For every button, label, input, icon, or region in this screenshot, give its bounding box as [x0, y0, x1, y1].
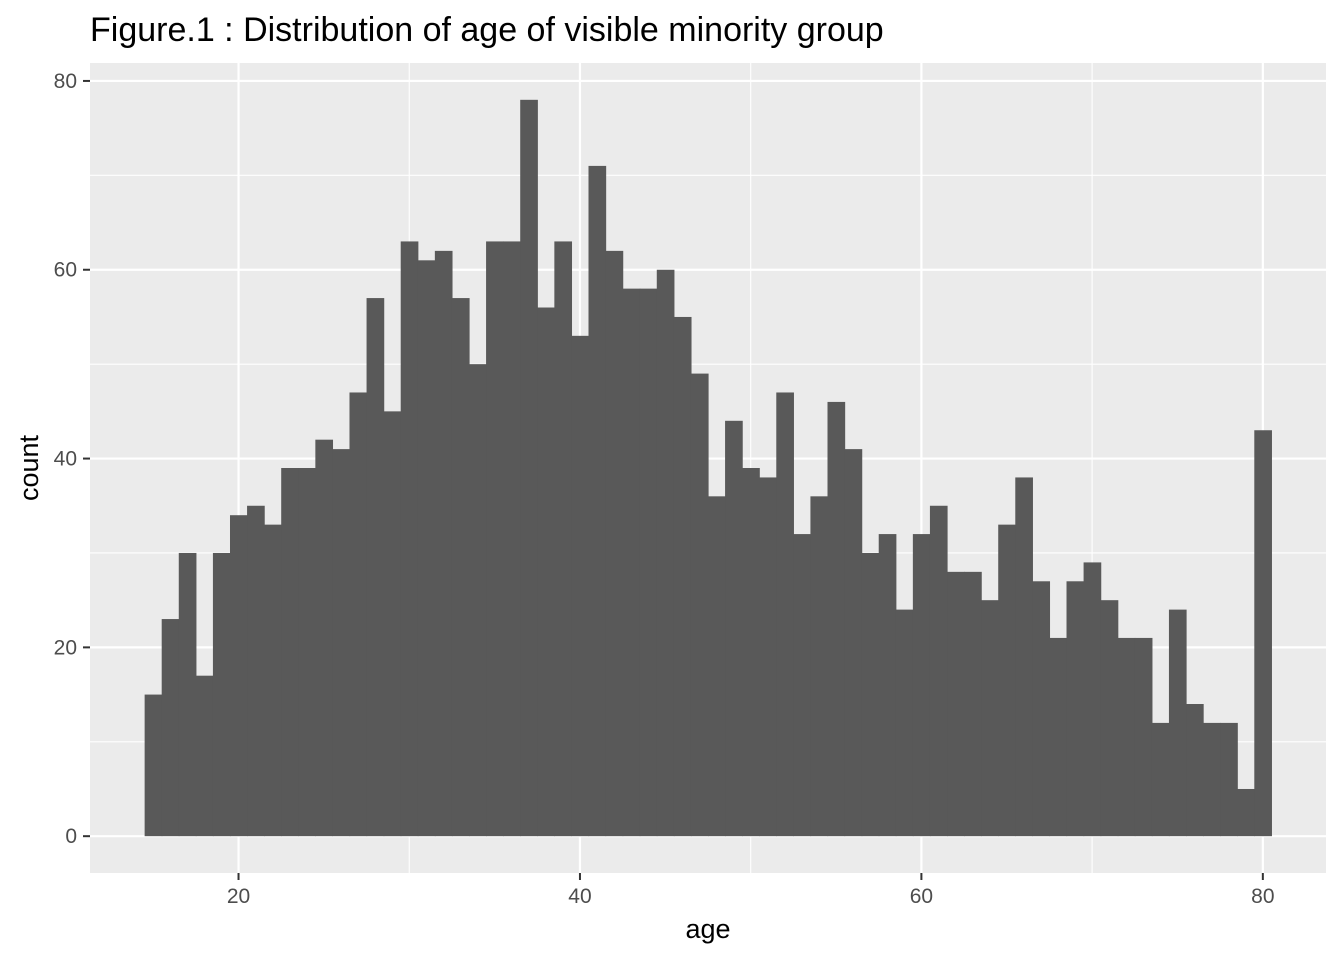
histogram-bar-47	[929, 505, 948, 837]
x-tick-label-60: 60	[910, 885, 933, 908]
histogram-bar-53	[1032, 581, 1051, 837]
histogram-bar-41	[827, 401, 846, 837]
histogram-bar-43	[861, 552, 880, 837]
histogram-bar-32	[673, 316, 692, 837]
histogram-bar-45	[895, 609, 914, 837]
y-tick-label-20: 20	[54, 636, 77, 659]
x-axis-title: age	[685, 914, 730, 944]
histogram-bar-50	[981, 600, 999, 837]
histogram-bar-7	[247, 505, 265, 837]
histogram-bar-49	[964, 571, 982, 837]
histogram-bars	[144, 99, 1272, 837]
histogram-bar-13	[349, 392, 368, 837]
histogram-bar-38	[776, 392, 794, 837]
histogram-bar-23	[520, 99, 538, 837]
histogram-bar-59	[1134, 637, 1153, 837]
histogram-bar-62	[1186, 704, 1204, 837]
histogram-bar-58	[1117, 637, 1136, 837]
histogram-bar-16	[400, 241, 419, 837]
histogram-bar-65	[1237, 788, 1255, 837]
histogram-bar-21	[486, 241, 504, 837]
histogram-bar-31	[656, 269, 675, 837]
histogram-bar-61	[1168, 609, 1187, 837]
histogram-bar-29	[622, 288, 641, 837]
histogram-bar-36	[742, 468, 760, 837]
y-axis-title: count	[14, 434, 44, 501]
histogram-bar-20	[468, 364, 487, 837]
histogram-bar-44	[878, 534, 897, 837]
histogram-bar-57	[1100, 600, 1119, 837]
histogram-bar-1	[144, 694, 163, 837]
histogram-bar-3	[178, 552, 197, 837]
histogram-bar-18	[434, 250, 453, 837]
histogram-bar-30	[639, 288, 658, 837]
x-tick-label-20: 20	[227, 885, 250, 908]
histogram-bar-27	[588, 165, 607, 837]
histogram-bar-46	[912, 534, 931, 837]
x-axis: 20 40 60 80	[227, 873, 1275, 908]
y-axis: 0 20 40 60 80	[54, 70, 90, 848]
histogram-bar-10	[298, 468, 316, 837]
histogram-bar-15	[383, 411, 402, 837]
histogram-bar-25	[554, 241, 573, 837]
histogram-bar-12	[332, 449, 351, 837]
histogram-bar-14	[366, 298, 385, 837]
histogram-bar-11	[315, 439, 334, 837]
histogram-bar-6	[229, 515, 248, 837]
histogram-bar-2	[161, 619, 180, 837]
y-tick-label-40: 40	[54, 448, 77, 471]
histogram-bar-28	[605, 250, 624, 837]
histogram-bar-48	[947, 571, 965, 837]
chart-title: Figure.1 : Distribution of age of visibl…	[90, 11, 884, 49]
histogram-bar-34	[708, 496, 726, 837]
histogram-bar-63	[1203, 722, 1221, 837]
histogram-bar-26	[571, 335, 590, 837]
histogram-bar-17	[417, 260, 436, 837]
histogram-bar-60	[1151, 722, 1170, 837]
y-tick-label-60: 60	[54, 259, 77, 282]
histogram-bar-55	[1066, 581, 1085, 837]
histogram-bar-39	[793, 534, 812, 837]
histogram-bar-22	[503, 241, 521, 837]
y-tick-label-0: 0	[65, 825, 77, 848]
x-tick-label-80: 80	[1251, 885, 1274, 908]
histogram-bar-54	[1049, 637, 1068, 837]
histogram-bar-35	[725, 420, 743, 837]
histogram-bar-9	[281, 468, 299, 837]
histogram-bar-66	[1254, 430, 1272, 837]
histogram-bar-64	[1220, 722, 1238, 837]
histogram-bar-8	[264, 524, 282, 837]
histogram-bar-4	[195, 675, 214, 837]
histogram-bar-52	[1015, 477, 1033, 837]
histogram-bar-37	[759, 477, 777, 837]
histogram-bar-56	[1083, 562, 1102, 837]
histogram-bar-51	[998, 524, 1016, 837]
x-tick-label-40: 40	[568, 885, 591, 908]
y-tick-label-80: 80	[54, 70, 77, 93]
histogram-bar-42	[844, 449, 863, 837]
histogram-bar-5	[212, 552, 231, 837]
histogram-bar-24	[537, 307, 555, 837]
histogram-bar-40	[810, 496, 829, 837]
histogram-bar-19	[451, 298, 470, 837]
histogram-bar-33	[690, 373, 709, 837]
